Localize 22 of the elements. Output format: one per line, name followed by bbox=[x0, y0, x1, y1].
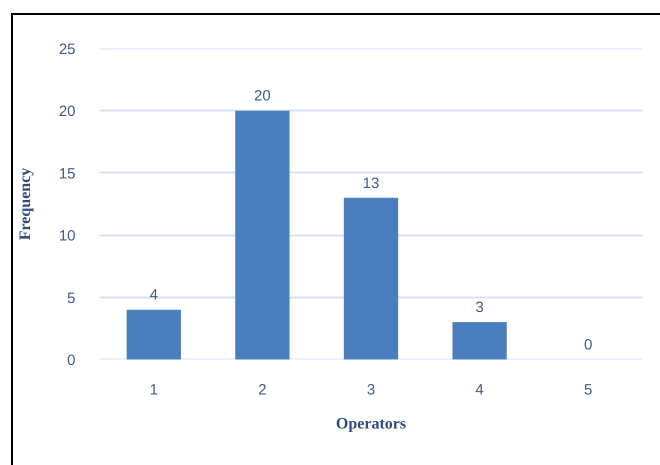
data-label: 20 bbox=[254, 88, 271, 105]
x-axis-title: Operators bbox=[336, 416, 406, 432]
data-label: 0 bbox=[584, 336, 592, 354]
x-tick-label: 4 bbox=[475, 382, 484, 398]
y-tick-label: 25 bbox=[58, 41, 76, 58]
bar bbox=[126, 310, 181, 360]
bar bbox=[344, 198, 398, 360]
data-label: 3 bbox=[475, 299, 484, 316]
y-tick-label: 20 bbox=[58, 103, 76, 120]
y-axis-title: Frequency bbox=[16, 168, 34, 240]
x-tick-label: 2 bbox=[258, 382, 267, 398]
x-tick-label: 3 bbox=[366, 382, 376, 398]
bar bbox=[235, 110, 290, 360]
y-tick-label: 5 bbox=[67, 290, 76, 307]
x-tick-label: 5 bbox=[584, 382, 592, 398]
y-tick-label: 0 bbox=[67, 352, 76, 369]
y-tick-label: 15 bbox=[58, 165, 76, 182]
y-tick-label: 10 bbox=[58, 228, 76, 245]
x-tick-label: 1 bbox=[150, 382, 158, 398]
data-label: 4 bbox=[150, 286, 158, 304]
bar bbox=[452, 322, 507, 360]
data-label: 13 bbox=[362, 174, 380, 192]
